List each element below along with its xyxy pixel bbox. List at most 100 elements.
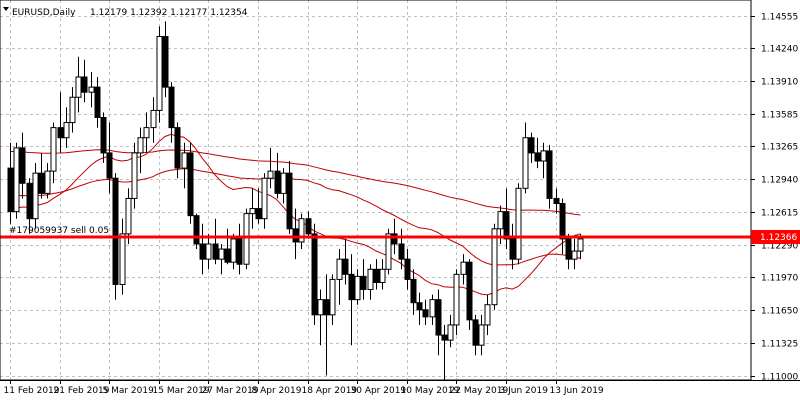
candle-down[interactable] [435, 299, 442, 336]
candles [7, 21, 584, 381]
candle-down[interactable] [311, 233, 318, 316]
candle-down[interactable] [106, 152, 113, 179]
candle-up[interactable] [75, 76, 82, 98]
candle-down[interactable] [546, 150, 553, 199]
candle-down[interactable] [565, 238, 572, 260]
candle-down[interactable] [398, 243, 405, 260]
candle-down[interactable] [509, 238, 516, 260]
candle-up[interactable] [385, 233, 392, 270]
candle-up[interactable] [243, 213, 250, 265]
candle-down[interactable] [466, 261, 473, 321]
candle-up[interactable] [491, 228, 498, 306]
candle-down[interactable] [553, 197, 560, 205]
candle-down[interactable] [57, 127, 64, 139]
candle-up[interactable] [453, 273, 460, 326]
candle-up[interactable] [230, 238, 237, 263]
candle-down[interactable] [274, 170, 281, 194]
candle-down[interactable] [286, 172, 293, 230]
x-tick-label: 27 Mar 2019 [202, 386, 259, 396]
candle-up[interactable] [429, 299, 436, 318]
candle-down[interactable] [472, 319, 479, 346]
candle-down[interactable] [7, 167, 14, 213]
candle-down[interactable] [162, 36, 169, 88]
candle-up[interactable] [354, 275, 361, 301]
candle-down[interactable] [212, 243, 219, 260]
order-label: #179059937 sell 0.05 [9, 226, 109, 236]
candle-down[interactable] [503, 211, 510, 240]
candle-down[interactable] [236, 238, 243, 265]
candle-down[interactable] [360, 275, 367, 291]
candle-down[interactable] [168, 86, 175, 129]
candle-up[interactable] [131, 152, 138, 199]
candle-up[interactable] [63, 122, 70, 139]
candle-down[interactable] [348, 273, 355, 301]
candle-up[interactable] [156, 36, 163, 111]
candle-up[interactable] [143, 127, 150, 139]
candle-up[interactable] [280, 172, 287, 194]
candle-down[interactable] [410, 278, 417, 304]
candle-up[interactable] [447, 324, 454, 341]
candle-up[interactable] [249, 208, 256, 215]
candle-down[interactable] [391, 233, 398, 245]
candle-up[interactable] [50, 127, 57, 172]
candle-up[interactable] [298, 218, 305, 243]
candle-up[interactable] [497, 211, 504, 230]
candle-down[interactable] [100, 116, 107, 154]
candle-up[interactable] [150, 109, 157, 129]
candle-up[interactable] [88, 86, 95, 93]
candle-up[interactable] [125, 197, 132, 235]
candle-down[interactable] [404, 258, 411, 280]
candle-up[interactable] [379, 268, 386, 283]
candle-down[interactable] [38, 172, 45, 194]
candle-up[interactable] [181, 152, 188, 169]
candle-down[interactable] [255, 208, 262, 220]
candle-up[interactable] [478, 324, 485, 346]
candle-up[interactable] [32, 172, 39, 220]
candle-down[interactable] [559, 203, 566, 240]
dropdown-triangle-icon[interactable] [3, 7, 9, 11]
candle-up[interactable] [515, 187, 522, 260]
candle-up[interactable] [571, 250, 578, 260]
candle-up[interactable] [577, 238, 584, 252]
candle-down[interactable] [26, 182, 33, 220]
candle-up[interactable] [137, 137, 144, 154]
candle-down[interactable] [19, 147, 26, 184]
candle-down[interactable] [534, 152, 541, 162]
candle-down[interactable] [305, 218, 312, 235]
candle-down[interactable] [112, 177, 119, 285]
candle-up[interactable] [329, 278, 336, 316]
candle-up[interactable] [261, 177, 268, 220]
candle-up[interactable] [367, 268, 374, 291]
candle-up[interactable] [69, 96, 76, 124]
candle-down[interactable] [528, 137, 535, 154]
candle-up[interactable] [460, 261, 467, 275]
candle-up[interactable] [267, 170, 274, 179]
candle-up[interactable] [205, 243, 212, 260]
candle-down[interactable] [94, 86, 101, 118]
candle-up[interactable] [317, 299, 324, 316]
candle-down[interactable] [373, 268, 380, 283]
candle-up[interactable] [484, 304, 491, 326]
candle-up[interactable] [44, 170, 51, 194]
candle-down[interactable] [224, 248, 231, 263]
ohlc-readout: 1.12179 1.12392 1.12177 1.12354 [90, 8, 248, 18]
candle-up[interactable] [119, 233, 126, 285]
candle-up[interactable] [218, 248, 225, 260]
candle-down[interactable] [199, 243, 206, 260]
x-tick-label: 15 Mar 2019 [153, 386, 210, 396]
candle-up[interactable] [336, 258, 343, 280]
candle-down[interactable] [416, 302, 423, 311]
candle-down[interactable] [174, 127, 181, 169]
candle-down[interactable] [422, 309, 429, 318]
candle-down[interactable] [292, 228, 299, 243]
candle-down[interactable] [441, 334, 448, 341]
candle-down[interactable] [323, 299, 330, 316]
candle-up[interactable] [540, 150, 547, 162]
candle-down[interactable] [342, 258, 349, 275]
candle-down[interactable] [193, 215, 200, 245]
candle-up[interactable] [13, 147, 20, 213]
candle-down[interactable] [81, 76, 88, 93]
candle-up[interactable] [522, 137, 529, 189]
candle-down[interactable] [187, 152, 194, 217]
